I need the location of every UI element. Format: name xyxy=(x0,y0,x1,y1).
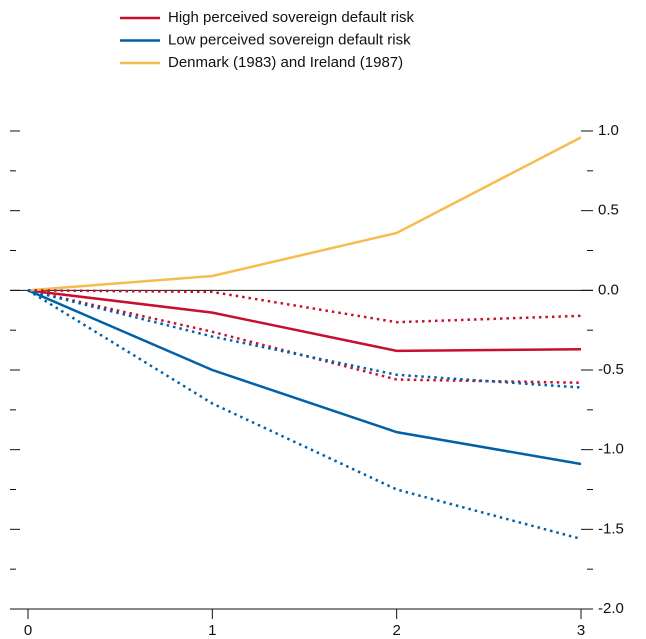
dotted-line xyxy=(27,289,582,324)
legend-label: Low perceived sovereign default risk xyxy=(168,31,411,48)
series-line xyxy=(27,289,582,466)
y-tick-label: -1.0 xyxy=(598,441,624,458)
y-tick-label: 0.5 xyxy=(598,202,619,219)
dotted-line xyxy=(27,289,582,389)
legend-label: High perceived sovereign default risk xyxy=(168,9,414,26)
legend-label: Denmark (1983) and Ireland (1987) xyxy=(168,54,403,71)
y-tick-label: 0.0 xyxy=(598,281,619,298)
x-tick-label: 1 xyxy=(208,622,216,639)
y-tick-label: 1.0 xyxy=(598,122,619,139)
x-tick-label: 3 xyxy=(577,622,585,639)
dotted-line xyxy=(27,289,582,384)
series-line xyxy=(27,136,582,292)
series-line xyxy=(27,289,582,353)
x-tick-label: 2 xyxy=(392,622,400,639)
y-tick-label: -1.5 xyxy=(598,520,624,537)
y-tick-label: -2.0 xyxy=(598,600,624,617)
y-tick-label: -0.5 xyxy=(598,361,624,378)
x-tick-label: 0 xyxy=(24,622,32,639)
dotted-line xyxy=(27,289,582,541)
